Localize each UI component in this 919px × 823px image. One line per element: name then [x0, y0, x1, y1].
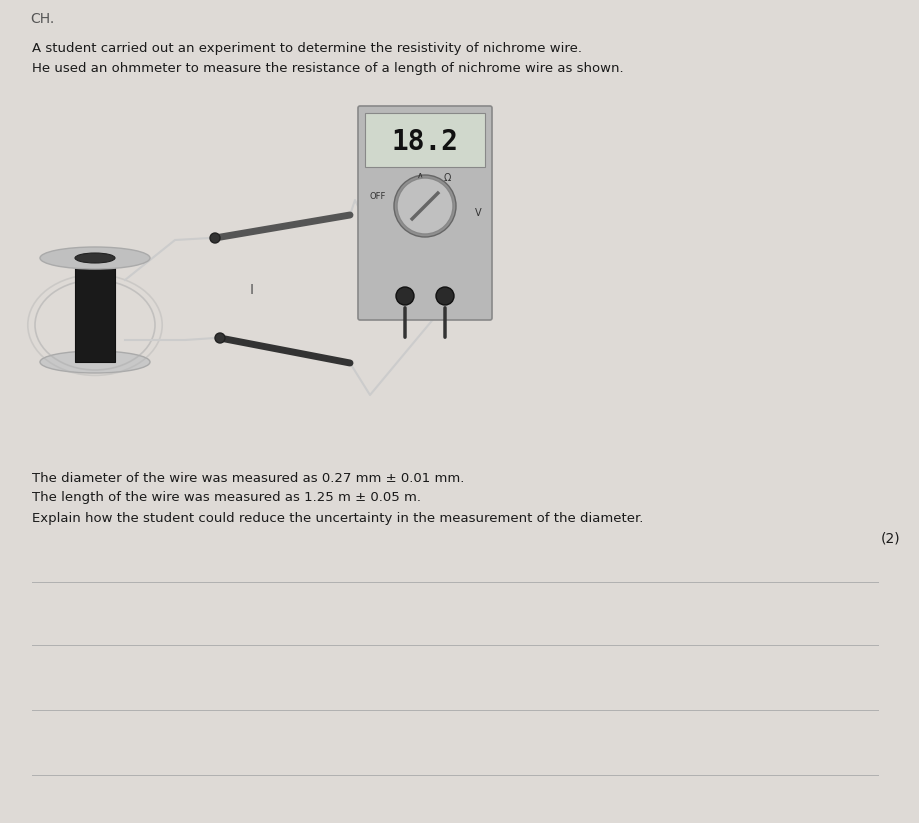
- Ellipse shape: [75, 253, 115, 263]
- Text: The length of the wire was measured as 1.25 m ± 0.05 m.: The length of the wire was measured as 1…: [32, 491, 421, 504]
- Text: He used an ohmmeter to measure the resistance of a length of nichrome wire as sh: He used an ohmmeter to measure the resis…: [32, 62, 624, 75]
- Text: Ω: Ω: [443, 173, 450, 183]
- Circle shape: [397, 178, 453, 234]
- Circle shape: [210, 233, 220, 243]
- Text: The diameter of the wire was measured as 0.27 mm ± 0.01 mm.: The diameter of the wire was measured as…: [32, 472, 464, 485]
- FancyBboxPatch shape: [358, 106, 492, 320]
- Text: (2): (2): [880, 532, 900, 546]
- FancyBboxPatch shape: [365, 113, 485, 167]
- Text: I: I: [250, 283, 254, 297]
- Text: Explain how the student could reduce the uncertainty in the measurement of the d: Explain how the student could reduce the…: [32, 512, 643, 525]
- Text: V: V: [475, 208, 482, 218]
- FancyBboxPatch shape: [75, 258, 115, 362]
- Ellipse shape: [40, 351, 150, 373]
- Text: CH.: CH.: [30, 12, 54, 26]
- Circle shape: [215, 333, 225, 343]
- Text: OFF: OFF: [369, 192, 386, 201]
- Text: A student carried out an experiment to determine the resistivity of nichrome wir: A student carried out an experiment to d…: [32, 42, 582, 55]
- Text: 18.2: 18.2: [391, 128, 459, 156]
- Circle shape: [394, 175, 456, 237]
- Circle shape: [396, 287, 414, 305]
- Ellipse shape: [40, 247, 150, 269]
- Circle shape: [436, 287, 454, 305]
- Text: A: A: [416, 173, 424, 183]
